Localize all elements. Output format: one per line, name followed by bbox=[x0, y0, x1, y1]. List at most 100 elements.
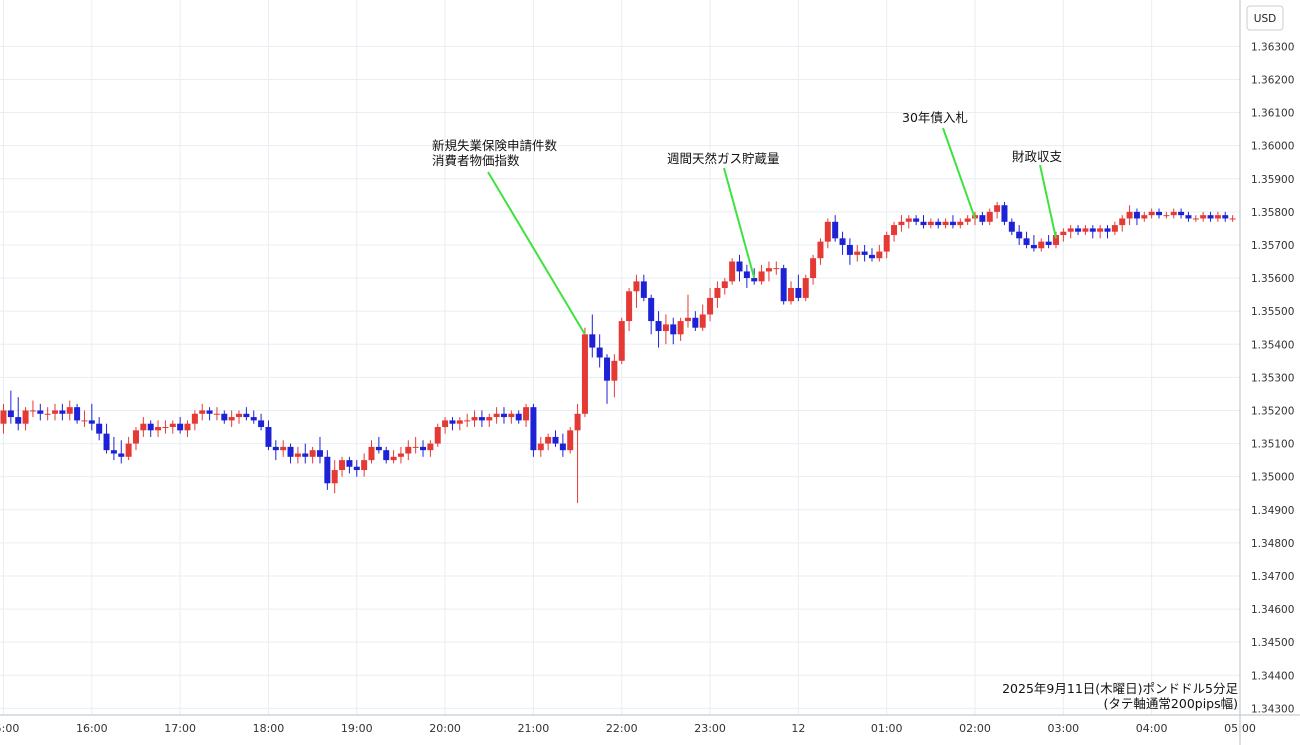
annotation-line bbox=[942, 127, 976, 219]
candle-body bbox=[788, 287, 795, 302]
candle-body bbox=[1089, 228, 1096, 232]
candle-body bbox=[707, 297, 714, 315]
candle-body bbox=[132, 430, 139, 444]
candle-body bbox=[567, 430, 574, 451]
candle-body bbox=[1052, 235, 1059, 245]
candle-body bbox=[199, 410, 206, 414]
candle-body bbox=[832, 221, 839, 239]
candle-body bbox=[596, 347, 603, 358]
candle-body bbox=[331, 470, 338, 484]
candle-body bbox=[523, 407, 530, 421]
chart-caption: 2025年9月11日(木曜日)ポンドドル5分足 (タテ軸通常200pips幅) bbox=[1002, 681, 1238, 711]
y-tick-label: 1.34400 bbox=[1251, 670, 1294, 682]
candle-body bbox=[574, 413, 581, 431]
candle-body bbox=[1001, 205, 1008, 222]
y-tick-label: 1.34900 bbox=[1251, 505, 1294, 517]
candle-body bbox=[44, 413, 51, 415]
candle-body bbox=[88, 420, 95, 424]
annotation-line bbox=[487, 171, 586, 335]
candle-body bbox=[1229, 218, 1236, 220]
x-tick-label: 21:00 bbox=[518, 722, 550, 735]
candle-body bbox=[103, 433, 110, 451]
y-tick-label: 1.36200 bbox=[1251, 74, 1294, 86]
x-tick-label: 02:00 bbox=[959, 722, 991, 735]
x-tick-label: 03:00 bbox=[1047, 722, 1079, 735]
candle-body bbox=[648, 297, 655, 322]
candle-body bbox=[751, 278, 758, 282]
candle-body bbox=[692, 317, 699, 328]
candle-body bbox=[405, 446, 412, 454]
candle-body bbox=[559, 443, 566, 451]
candle-body bbox=[1133, 211, 1140, 219]
x-tick-label: 22:00 bbox=[606, 722, 638, 735]
candle-body bbox=[1207, 215, 1214, 219]
candle-body bbox=[420, 446, 427, 451]
candle-body bbox=[206, 410, 213, 414]
candle-body bbox=[110, 450, 117, 454]
candle-body bbox=[155, 427, 162, 431]
candle-body bbox=[633, 281, 640, 292]
candle-body bbox=[927, 221, 934, 226]
candle-body bbox=[427, 443, 434, 451]
candle-body bbox=[243, 413, 250, 418]
candle-body bbox=[353, 466, 360, 471]
candle-body bbox=[456, 420, 463, 424]
candle-body bbox=[655, 321, 662, 332]
candle-body bbox=[258, 420, 265, 428]
candle-body bbox=[515, 413, 522, 421]
currency-label: USD bbox=[1254, 13, 1276, 25]
candle-body bbox=[1045, 241, 1052, 245]
candle-body bbox=[74, 407, 81, 421]
y-tick-label: 1.36300 bbox=[1251, 41, 1294, 53]
candle-body bbox=[272, 446, 279, 451]
candle-body bbox=[486, 417, 493, 421]
annotation-label: 30年債入札 bbox=[902, 110, 968, 125]
candle-body bbox=[905, 218, 912, 222]
candle-body bbox=[29, 410, 36, 412]
candle-body bbox=[626, 291, 633, 322]
candle-body bbox=[589, 334, 596, 348]
candle-body bbox=[390, 456, 397, 461]
candle-body bbox=[177, 423, 184, 431]
annotation-line bbox=[1039, 164, 1057, 239]
candle-body bbox=[640, 281, 647, 298]
candle-body bbox=[670, 324, 677, 335]
y-tick-label: 1.35200 bbox=[1251, 405, 1294, 417]
candle-body bbox=[824, 221, 831, 242]
annotation-label: 週間天然ガス貯蔵量 bbox=[667, 151, 780, 166]
candle-body bbox=[118, 453, 125, 457]
candle-body bbox=[52, 410, 59, 414]
candle-body bbox=[714, 287, 721, 298]
candle-body bbox=[434, 427, 441, 444]
candle-body bbox=[324, 456, 331, 484]
candle-body bbox=[743, 271, 750, 279]
y-tick-label: 1.35400 bbox=[1251, 339, 1294, 351]
candle-body bbox=[59, 410, 66, 414]
y-tick-label: 1.36100 bbox=[1251, 108, 1294, 120]
candle-body bbox=[979, 215, 986, 222]
candle-body bbox=[81, 420, 88, 422]
candle-body bbox=[125, 443, 132, 457]
candle-body bbox=[191, 413, 198, 424]
candle-body bbox=[721, 281, 728, 288]
candle-body bbox=[1178, 211, 1185, 216]
candle-body bbox=[552, 436, 559, 444]
y-tick-label: 1.35700 bbox=[1251, 240, 1294, 252]
candle-body bbox=[1075, 228, 1082, 232]
annotation-label: 財政収支 bbox=[1012, 149, 1063, 164]
candle-body bbox=[294, 453, 301, 457]
x-tick-label: 20:00 bbox=[429, 722, 461, 735]
y-tick-label: 1.35100 bbox=[1251, 439, 1294, 451]
candle-body bbox=[618, 321, 625, 361]
y-tick-label: 1.34800 bbox=[1251, 538, 1294, 550]
candle-body bbox=[228, 417, 235, 421]
candle-body bbox=[1200, 215, 1207, 219]
candle-body bbox=[986, 211, 993, 222]
annotation-label: 新規失業保険申請件数 bbox=[432, 138, 558, 153]
candle-body bbox=[662, 324, 669, 332]
candle-body bbox=[1222, 215, 1229, 219]
candle-body bbox=[1008, 221, 1015, 232]
candle-body bbox=[478, 417, 485, 421]
